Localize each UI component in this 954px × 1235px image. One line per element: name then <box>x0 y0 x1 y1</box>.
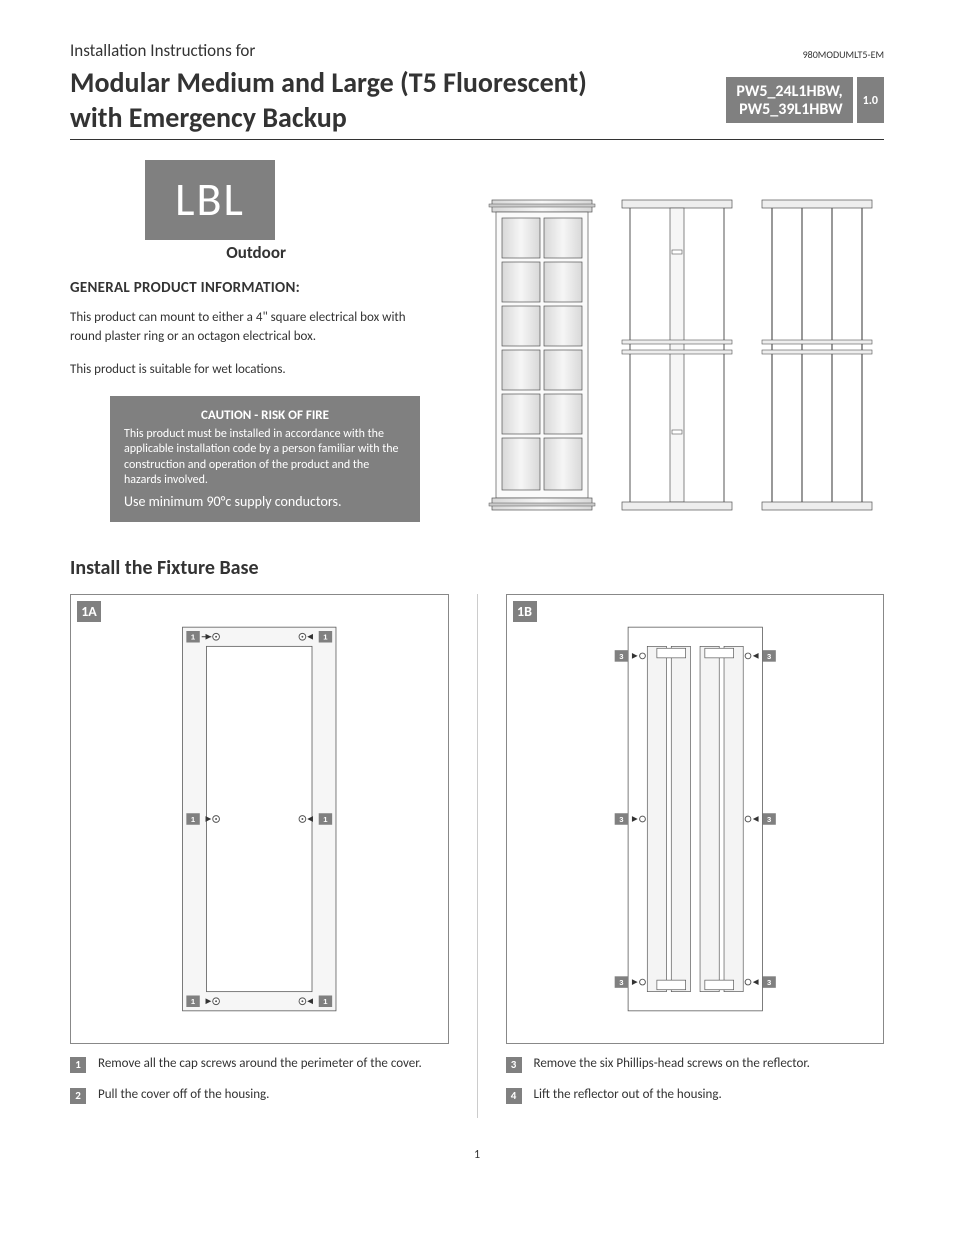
step-line: 4 Lift the reflector out of the housing. <box>506 1087 885 1104</box>
document-code: 980MODUMLT5-EM <box>803 48 884 61</box>
caution-box: CAUTION - RISK OF FIRE This product must… <box>110 396 420 522</box>
product-illustration <box>482 190 882 520</box>
step-number-badge: 2 <box>70 1088 86 1104</box>
page-number: 1 <box>70 1148 884 1162</box>
diagram-1a-box: 1A <box>70 594 449 1044</box>
caution-body: This product must be installed in accord… <box>124 427 406 489</box>
svg-text:1: 1 <box>323 815 328 824</box>
diagram-1b-column: 1B <box>506 594 885 1118</box>
model-line-2: PW5_39L1HBW <box>739 100 843 119</box>
header-rule <box>70 139 884 140</box>
model-block: PW5_24L1HBW, PW5_39L1HBW 1.0 <box>726 77 884 124</box>
steps-1a: 1 Remove all the cap screws around the p… <box>70 1056 449 1104</box>
diagrams-row: 1A <box>70 594 884 1118</box>
step-text: Remove the six Phillips-head screws on t… <box>534 1056 810 1071</box>
title-row: Modular Medium and Large (T5 Fluorescent… <box>70 65 884 135</box>
caution-note: Use minimum 90°c supply conductors. <box>124 493 406 510</box>
diagram-1a-svg: 1 1 1 1 1 1 <box>77 601 442 1037</box>
svg-text:1: 1 <box>323 633 328 642</box>
diagram-1b-svg: 3 3 3 3 3 3 <box>513 601 878 1037</box>
svg-text:3: 3 <box>766 815 770 824</box>
instructions-for-label: Installation Instructions for <box>70 40 255 61</box>
badge-1a: 1A <box>77 601 101 622</box>
svg-text:1: 1 <box>191 997 196 1006</box>
document-title: Modular Medium and Large (T5 Fluorescent… <box>70 65 726 135</box>
brand-subtitle: Outdoor <box>110 242 310 263</box>
top-section: LBL Outdoor GENERAL PRODUCT INFORMATION:… <box>70 160 884 522</box>
svg-text:3: 3 <box>619 815 623 824</box>
badge-1b: 1B <box>513 601 537 622</box>
svg-text:3: 3 <box>766 652 770 661</box>
install-heading: Install the Fixture Base <box>70 556 884 580</box>
general-p1: This product can mount to either a 4" sq… <box>70 309 440 347</box>
logo-wrap: LBL Outdoor <box>110 160 310 263</box>
step-number-badge: 4 <box>506 1088 522 1104</box>
step-line: 2 Pull the cover off of the housing. <box>70 1087 449 1104</box>
svg-text:1: 1 <box>323 997 328 1006</box>
svg-text:3: 3 <box>619 978 623 987</box>
step-number-badge: 3 <box>506 1057 522 1073</box>
steps-1b: 3 Remove the six Phillips-head screws on… <box>506 1056 885 1104</box>
caution-title: CAUTION - RISK OF FIRE <box>124 408 406 423</box>
general-p2: This product is suitable for wet locatio… <box>70 361 440 380</box>
version-box: 1.0 <box>857 77 884 124</box>
diagram-1b-box: 1B <box>506 594 885 1044</box>
step-line: 3 Remove the six Phillips-head screws on… <box>506 1056 885 1073</box>
callout-1a-n: 1 <box>191 633 196 642</box>
product-illustration-wrap <box>480 160 884 522</box>
svg-text:3: 3 <box>766 978 770 987</box>
step-text: Remove all the cap screws around the per… <box>98 1056 422 1071</box>
left-column: LBL Outdoor GENERAL PRODUCT INFORMATION:… <box>70 160 440 522</box>
title-line-2: with Emergency Backup <box>70 100 347 135</box>
diagram-1a-column: 1A <box>70 594 449 1118</box>
step-text: Pull the cover off of the housing. <box>98 1087 269 1102</box>
step-text: Lift the reflector out of the housing. <box>534 1087 722 1102</box>
brand-logo: LBL <box>145 160 275 240</box>
model-numbers: PW5_24L1HBW, PW5_39L1HBW <box>726 77 852 124</box>
general-heading: GENERAL PRODUCT INFORMATION: <box>70 279 440 297</box>
svg-text:3: 3 <box>619 652 623 661</box>
step-line: 1 Remove all the cap screws around the p… <box>70 1056 449 1073</box>
title-line-1: Modular Medium and Large (T5 Fluorescent… <box>70 65 587 100</box>
svg-text:1: 1 <box>191 815 196 824</box>
model-line-1: PW5_24L1HBW, <box>736 82 842 101</box>
header-top: Installation Instructions for 980MODUMLT… <box>70 40 884 61</box>
column-divider <box>477 594 478 1118</box>
step-number-badge: 1 <box>70 1057 86 1073</box>
